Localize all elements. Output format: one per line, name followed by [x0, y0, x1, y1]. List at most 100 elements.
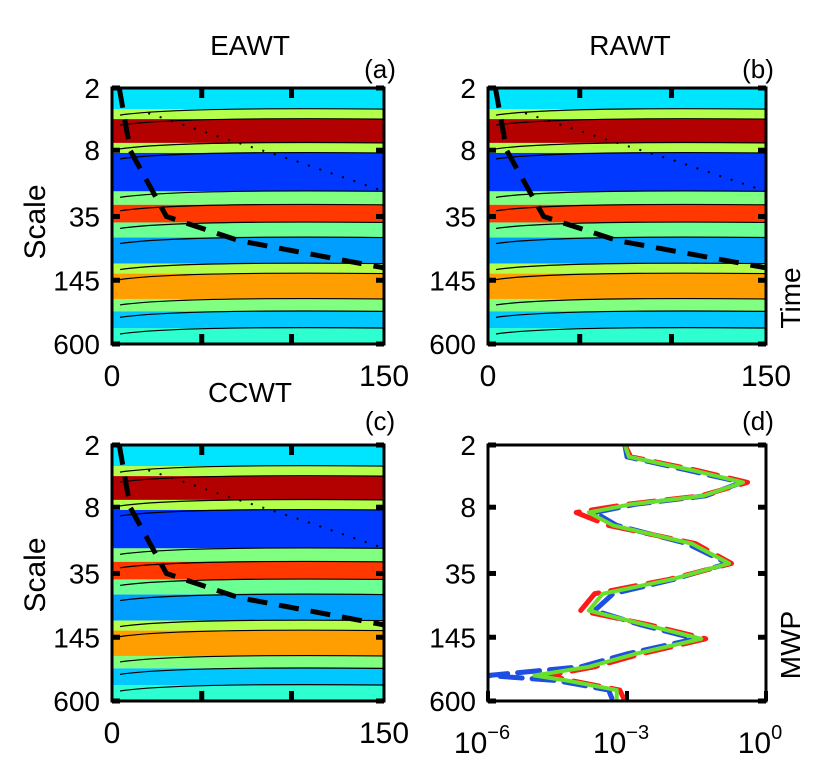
heatmap-contour	[119, 593, 384, 602]
heatmap-band	[112, 684, 384, 701]
heatmap-band	[112, 655, 384, 669]
heatmap-band	[112, 548, 384, 562]
heatmap-band	[112, 263, 384, 274]
xtick-base: 10	[593, 727, 626, 760]
heatmap-band	[488, 263, 766, 274]
heatmap-band	[112, 509, 384, 549]
panel-b-xtick-label: 150	[741, 360, 791, 393]
heatmap-band	[488, 298, 766, 312]
heatmap-band	[488, 119, 766, 143]
heatmap-contour	[495, 203, 766, 212]
panel-d-ytick-label: 35	[445, 558, 476, 589]
heatmap-contour	[119, 498, 384, 507]
panel-c-xtick-label: 0	[104, 717, 121, 750]
panel-c-ylabel: Scale	[19, 537, 52, 612]
heatmap-contour	[495, 272, 766, 281]
heatmap-band	[488, 222, 766, 238]
panel-c-coi-dashed	[116, 445, 384, 628]
heatmap-contour	[119, 118, 384, 126]
heatmap-band	[488, 273, 766, 299]
panel-c-ytick-label: 145	[53, 622, 100, 653]
heatmap-contour	[495, 297, 766, 306]
heatmap-contour	[119, 221, 384, 230]
heatmap-contour	[119, 236, 384, 245]
heatmap-contour	[119, 619, 384, 628]
heatmap-band	[112, 142, 384, 153]
panel-c-label: (c)	[365, 406, 395, 436]
panel-b-heatmap	[488, 88, 766, 344]
heatmap-band	[112, 311, 384, 328]
panel-a-xtick-label: 0	[104, 360, 121, 393]
heatmap-band	[112, 445, 384, 467]
heatmap-contour	[495, 118, 766, 126]
panel-a-xtick-label: 150	[359, 360, 409, 393]
heatmap-band	[112, 630, 384, 656]
heatmap-contour	[119, 141, 384, 150]
panel-b-xtick-label: 0	[480, 360, 497, 393]
panel-d-label: (d)	[742, 406, 774, 436]
heatmap-contour	[495, 326, 766, 335]
panel-d-ytick-label: 145	[429, 622, 476, 653]
heatmap-band	[112, 204, 384, 223]
heatmap-band	[112, 109, 384, 120]
heatmap-contour	[119, 578, 384, 587]
heatmap-band	[488, 142, 766, 153]
panel-d-side-label: MWP	[775, 611, 806, 679]
heatmap-contour	[495, 236, 766, 245]
panel-c-title: CCWT	[208, 377, 292, 408]
panel-a-label: (a)	[364, 54, 396, 84]
heatmap-contour	[119, 326, 384, 335]
panel-b-coi-dashed	[492, 88, 766, 271]
panel-d-ytick-label: 600	[429, 686, 476, 717]
heatmap-band	[488, 152, 766, 192]
panel-a-coi-dashed	[116, 88, 384, 271]
xtick-base: 10	[454, 727, 487, 760]
panel-a-ytick-label: 145	[53, 265, 100, 296]
panel-d-xtick-label: 10−6	[454, 722, 510, 760]
heatmap-contour	[119, 560, 384, 569]
panel-c-ytick-label: 2	[84, 430, 100, 461]
panel-d-background	[488, 445, 766, 701]
panel-a-ytick-label: 35	[69, 201, 100, 232]
heatmap-contour	[495, 190, 766, 198]
heatmap-contour	[495, 141, 766, 150]
panel-a-title: EAWT	[210, 30, 290, 61]
heatmap-band	[112, 273, 384, 299]
panel-c-ytick-label: 600	[53, 686, 100, 717]
heatmap-contour	[119, 190, 384, 198]
xtick-exponent: −6	[487, 722, 510, 744]
xtick-exponent: 0	[771, 722, 782, 744]
heatmap-contour	[495, 310, 766, 318]
heatmap-contour	[119, 667, 384, 675]
heatmap-contour	[119, 654, 384, 663]
heatmap-contour	[495, 262, 766, 271]
heatmap-band	[112, 88, 384, 110]
heatmap-contour	[119, 310, 384, 318]
panel-d-xtick-label: 10−3	[593, 722, 649, 760]
heatmap-band	[112, 152, 384, 192]
heatmap-band	[488, 327, 766, 344]
heatmap-contour	[119, 465, 384, 473]
heatmap-band	[488, 109, 766, 120]
xtick-exponent: −3	[626, 722, 649, 744]
heatmap-band	[488, 204, 766, 223]
series-line-ccwt	[532, 445, 746, 701]
heatmap-contour	[119, 108, 384, 116]
heatmap-contour	[495, 108, 766, 116]
panel-b-ytick-label: 2	[460, 73, 476, 104]
panel-b-title: RAWT	[589, 30, 670, 61]
heatmap-band	[112, 499, 384, 510]
panel-c-ytick-label: 35	[69, 558, 100, 589]
panel-b-label: (b)	[742, 54, 774, 84]
panel-b-side-label: Time	[775, 267, 806, 328]
panel-a-heatmap	[112, 88, 384, 344]
heatmap-contour	[119, 262, 384, 271]
heatmap-band	[112, 668, 384, 685]
panel-d-ytick-label: 8	[460, 492, 476, 523]
heatmap-contour	[119, 683, 384, 692]
